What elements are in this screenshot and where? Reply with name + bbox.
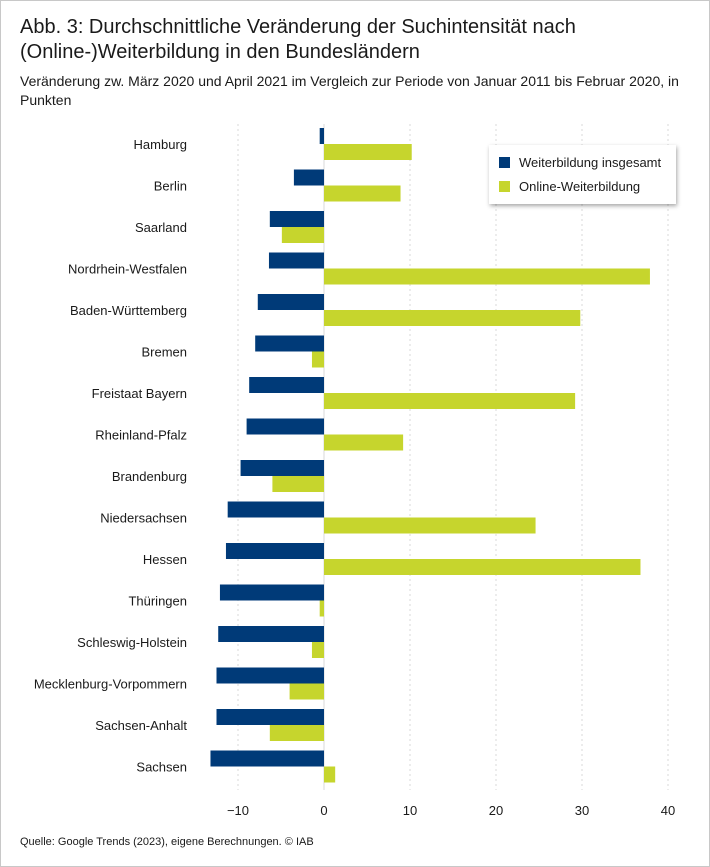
- source-note: Quelle: Google Trends (2023), eigene Ber…: [20, 836, 314, 848]
- category-label: Berlin: [154, 179, 187, 194]
- bar-online: [324, 393, 576, 409]
- category-label: Niedersachsen: [100, 511, 187, 526]
- category-label: Schleswig-Holstein: [77, 635, 187, 650]
- category-label: Sachsen-Anhalt: [95, 718, 187, 733]
- bars: [210, 128, 650, 783]
- bar-online: [324, 766, 336, 783]
- bar-weiterbildung: [227, 501, 324, 518]
- bar-weiterbildung: [219, 584, 324, 601]
- x-tick-label: 20: [489, 803, 503, 818]
- bar-online: [289, 683, 324, 700]
- x-tick-label: 10: [403, 803, 417, 818]
- category-label: Baden-Württemberg: [70, 303, 187, 318]
- legend-label-online: Online-Weiterbildung: [519, 179, 640, 194]
- bar-online: [281, 227, 324, 243]
- bar-online: [324, 144, 412, 160]
- bar-online: [324, 434, 404, 451]
- legend-label-weiterbildung: Weiterbildung insgesamt: [519, 155, 661, 170]
- category-label: Freistaat Bayern: [92, 386, 187, 401]
- bar-weiterbildung: [240, 460, 324, 476]
- category-label: Bremen: [141, 345, 187, 360]
- bar-online: [269, 725, 324, 741]
- bar-online: [324, 517, 536, 534]
- bar-weiterbildung: [246, 418, 324, 435]
- bar-weiterbildung: [293, 169, 324, 186]
- bar-weiterbildung: [269, 211, 324, 227]
- category-label: Mecklenburg-Vorpommern: [34, 677, 187, 692]
- bar-online: [324, 559, 641, 575]
- bar-weiterbildung: [216, 709, 324, 725]
- bar-weiterbildung: [255, 335, 324, 352]
- bar-weiterbildung: [319, 128, 324, 144]
- legend-swatch-weiterbildung: [499, 157, 510, 168]
- bar-online: [272, 476, 324, 492]
- legend: Weiterbildung insgesamt Online-Weiterbil…: [489, 145, 676, 204]
- bar-weiterbildung: [216, 667, 324, 684]
- bar-weiterbildung: [218, 626, 324, 642]
- category-label: Saarland: [135, 220, 187, 235]
- category-label: Brandenburg: [112, 469, 187, 484]
- bar-online: [311, 642, 324, 658]
- bar-weiterbildung: [249, 377, 324, 393]
- legend-box: [489, 145, 676, 204]
- category-label: Hamburg: [134, 137, 187, 152]
- x-tick-labels: −10 0 10 20 30 40: [227, 803, 675, 818]
- category-label: Hessen: [143, 552, 187, 567]
- bar-online: [324, 310, 581, 326]
- x-tick-label: 0: [320, 803, 327, 818]
- bar-weiterbildung: [268, 252, 324, 269]
- legend-swatch-online: [499, 181, 510, 192]
- bar-online: [324, 185, 401, 202]
- x-tick-label: 30: [575, 803, 589, 818]
- chart-subtitle: Veränderung zw. März 2020 und April 2021…: [20, 73, 679, 108]
- category-label: Sachsen: [136, 760, 187, 775]
- bar-weiterbildung: [257, 294, 324, 310]
- category-label: Nordrhein-Westfalen: [68, 262, 187, 277]
- bar-online: [324, 268, 650, 285]
- category-labels: Hamburg Berlin Saarland Nordrhein-Westfalen…: [34, 137, 188, 775]
- x-tick-label: 40: [661, 803, 675, 818]
- bar-online: [311, 351, 324, 368]
- category-label: Rheinland-Pfalz: [95, 428, 187, 443]
- category-label: Thüringen: [128, 594, 187, 609]
- bar-weiterbildung: [225, 543, 324, 559]
- bar-online: [319, 600, 324, 617]
- chart-title: Abb. 3: Durchschnittliche Veränderung de…: [20, 16, 576, 63]
- x-tick-label: −10: [227, 803, 249, 818]
- bar-weiterbildung: [210, 750, 324, 767]
